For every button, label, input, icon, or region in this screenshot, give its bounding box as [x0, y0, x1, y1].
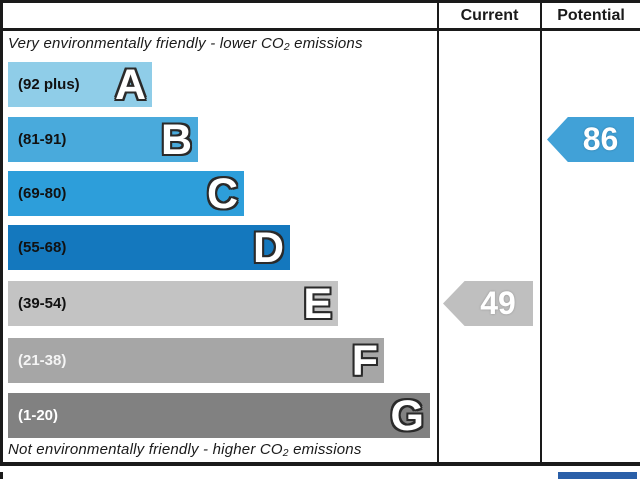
band-f: (21-38) F: [8, 337, 384, 385]
current-column-left-line: [437, 0, 439, 466]
current-column-header: Current: [460, 7, 519, 24]
band-letter: E: [303, 280, 332, 328]
band-letter: C: [206, 170, 238, 218]
band-letter: D: [252, 224, 284, 272]
current-value: 49: [480, 285, 516, 321]
potential-value: 86: [582, 121, 619, 157]
bottom-note: Not environmentally friendly - higher CO…: [8, 441, 362, 458]
band-range-label: (81-91): [18, 131, 67, 148]
top-note: Very environmentally friendly - lower CO…: [8, 35, 363, 52]
band-letter: A: [114, 61, 146, 109]
current-value-arrow: 49: [443, 281, 533, 326]
eu-flag-box: [558, 472, 637, 479]
band-g: (1-20) G: [8, 392, 430, 440]
potential-value-arrow: 86: [547, 117, 634, 162]
table-top-border: [0, 0, 640, 3]
band-range-label: (69-80): [18, 185, 67, 202]
table-left-border: [0, 0, 3, 466]
band-range-label: (55-68): [18, 239, 67, 256]
potential-column-left-line: [540, 0, 542, 466]
band-letter: G: [390, 392, 424, 440]
band-range-label: (21-38): [18, 352, 67, 369]
band-range-label: (92 plus): [18, 76, 80, 93]
band-a: (92 plus) A: [8, 61, 152, 109]
band-c: (69-80) C: [8, 170, 244, 218]
band-e: (39-54) E: [8, 280, 338, 328]
band-letter: B: [160, 116, 192, 164]
next-section-left-border: [0, 472, 3, 479]
table-bottom-border: [0, 462, 640, 466]
band-letter: F: [351, 337, 378, 385]
band-d: (55-68) D: [8, 224, 290, 272]
band-range-label: (1-20): [18, 407, 59, 424]
band-b: (81-91) B: [8, 116, 198, 164]
header-separator-line: [0, 28, 640, 31]
potential-column-header: Potential: [557, 7, 625, 24]
band-range-label: (39-54): [18, 295, 67, 312]
